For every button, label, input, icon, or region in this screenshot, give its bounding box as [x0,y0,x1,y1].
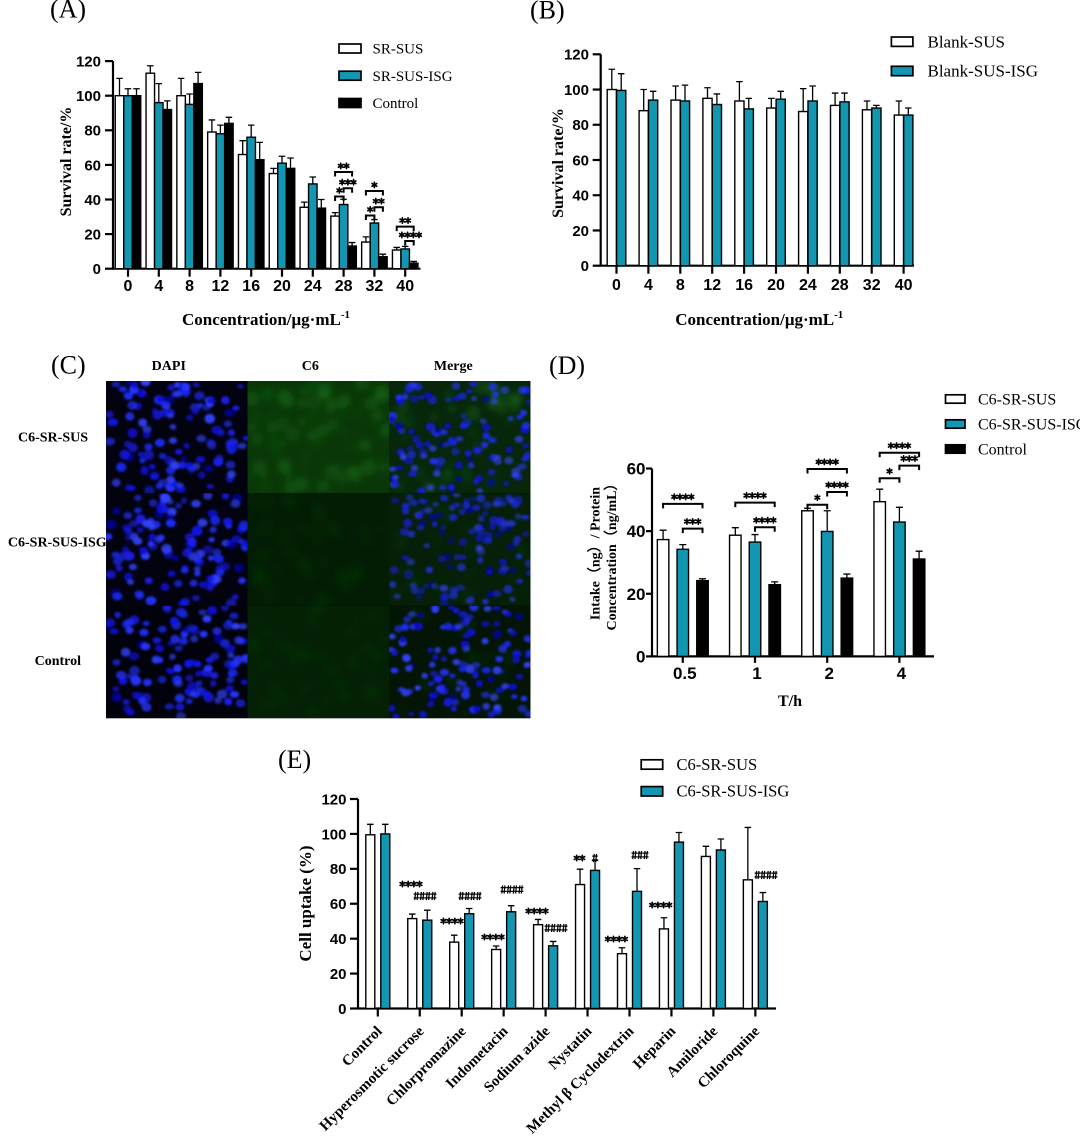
svg-text:120: 120 [564,47,589,64]
svg-text:0: 0 [338,1001,346,1018]
svg-text:40: 40 [627,522,646,541]
svg-text:16: 16 [242,278,260,295]
svg-text:(B): (B) [530,0,565,25]
svg-text:0: 0 [124,278,133,295]
svg-text:4: 4 [897,664,907,683]
svg-text:0: 0 [581,258,589,275]
svg-text:Concentration/μg·mL-1: Concentration/μg·mL-1 [182,309,350,329]
svg-text:0: 0 [612,277,621,294]
svg-text:20: 20 [273,278,291,295]
svg-text:100: 100 [76,88,101,105]
svg-text:40: 40 [84,192,101,209]
svg-text:C6: C6 [302,359,319,374]
svg-text:Control: Control [35,654,82,669]
svg-text:16: 16 [735,277,753,294]
svg-text:C6-SR-SUS: C6-SR-SUS [677,755,758,774]
svg-text:DAPI: DAPI [152,359,186,374]
svg-text:20: 20 [767,277,785,294]
svg-text:0: 0 [93,261,101,278]
svg-text:28: 28 [335,278,353,295]
svg-text:32: 32 [366,278,384,295]
svg-text:0.5: 0.5 [673,664,697,683]
svg-text:Concentration（ng/mL）: Concentration（ng/mL） [604,477,620,631]
svg-text:C6-SR-SUS: C6-SR-SUS [978,391,1056,408]
svg-text:28: 28 [831,277,849,294]
svg-text:Merge: Merge [434,359,473,374]
svg-text:C6-SR-SUS-ISG: C6-SR-SUS-ISG [978,416,1080,433]
svg-text:Blank-SUS-ISG: Blank-SUS-ISG [928,62,1039,81]
svg-text:8: 8 [676,277,685,294]
svg-text:4: 4 [644,277,653,294]
svg-text:T/h: T/h [778,693,802,710]
svg-text:80: 80 [572,117,589,134]
svg-text:C6-SR-SUS: C6-SR-SUS [18,431,88,446]
svg-text:4: 4 [154,278,163,295]
svg-text:24: 24 [304,278,322,295]
svg-text:Control: Control [978,441,1027,458]
svg-text:60: 60 [627,460,646,479]
svg-text:0: 0 [636,647,645,666]
svg-text:60: 60 [84,157,101,174]
svg-text:SR-SUS: SR-SUS [373,42,424,58]
svg-text:80: 80 [330,861,347,878]
svg-text:40: 40 [895,277,913,294]
svg-text:Survival rate/%: Survival rate/% [550,108,567,218]
svg-text:Concentration/μg·mL-1: Concentration/μg·mL-1 [675,309,843,329]
svg-text:2: 2 [824,664,833,683]
svg-text:60: 60 [572,152,589,169]
svg-text:Blank-SUS: Blank-SUS [928,32,1005,51]
svg-text:40: 40 [396,278,414,295]
svg-text:1: 1 [752,664,761,683]
svg-text:120: 120 [76,54,101,71]
svg-text:24: 24 [799,277,817,294]
svg-text:C6-SR-SUS-ISG: C6-SR-SUS-ISG [677,782,790,801]
svg-text:12: 12 [212,278,230,295]
svg-text:(E): (E) [278,745,311,774]
svg-text:(D): (D) [549,351,585,380]
svg-text:32: 32 [863,277,881,294]
svg-text:Cell uptake (%): Cell uptake (%) [296,845,315,961]
svg-text:100: 100 [321,826,346,843]
svg-text:100: 100 [564,82,589,99]
svg-text:40: 40 [330,931,347,948]
svg-text:Intake（ng）/ Protein: Intake（ng）/ Protein [588,487,604,620]
svg-text:(A): (A) [50,0,86,24]
svg-text:80: 80 [84,123,101,140]
svg-text:(C): (C) [51,351,86,380]
svg-text:20: 20 [84,227,101,244]
svg-text:SR-SUS-ISG: SR-SUS-ISG [373,69,453,85]
svg-text:20: 20 [627,585,646,604]
svg-text:20: 20 [330,966,347,983]
svg-text:Control: Control [373,96,419,112]
svg-text:60: 60 [330,896,347,913]
svg-text:12: 12 [703,277,721,294]
svg-text:40: 40 [572,188,589,205]
svg-text:120: 120 [321,791,346,808]
svg-text:C6-SR-SUS-ISG: C6-SR-SUS-ISG [8,536,107,551]
svg-text:20: 20 [572,223,589,240]
svg-text:Survival rate/%: Survival rate/% [58,107,75,217]
svg-text:8: 8 [185,278,194,295]
